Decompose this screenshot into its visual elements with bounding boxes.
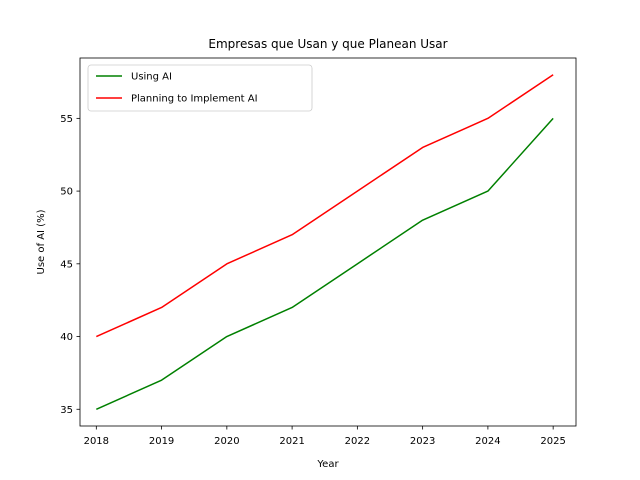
y-axis: 35 40 45 50 55 (60, 114, 80, 416)
legend-box (87, 64, 313, 112)
chart-title: Empresas que Usan y que Planean Usar (208, 37, 447, 51)
x-tick-label: 2019 (149, 436, 174, 447)
x-tick-label: 2023 (410, 436, 435, 447)
x-axis: 2018 2019 2020 2021 2022 2023 2024 2025 (84, 426, 566, 447)
y-tick-label: 40 (60, 332, 73, 343)
y-tick-label: 50 (60, 187, 73, 198)
x-tick-label: 2024 (475, 436, 500, 447)
legend-label: Using AI (131, 72, 172, 83)
series-line-0 (96, 117, 554, 410)
y-axis-label: Use of AI (%) (36, 209, 47, 274)
x-tick-label: 2021 (279, 436, 304, 447)
x-tick-label: 2025 (540, 436, 565, 447)
series-layer (96, 74, 554, 410)
x-axis-label: Year (316, 459, 339, 470)
x-tick-label: 2018 (84, 436, 109, 447)
series-line-1 (96, 74, 554, 338)
y-tick-label: 35 (60, 405, 73, 416)
y-tick-label: 45 (60, 259, 73, 270)
legend-label: Planning to Implement AI (131, 94, 258, 105)
y-tick-label: 55 (60, 114, 73, 125)
legend: Using AI Planning to Implement AI (87, 64, 313, 112)
x-tick-label: 2022 (345, 436, 370, 447)
x-tick-label: 2020 (214, 436, 239, 447)
plot-frame (79, 57, 577, 427)
